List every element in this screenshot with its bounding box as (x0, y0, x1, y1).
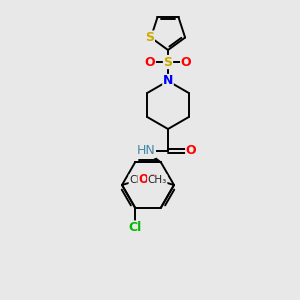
Text: CH₃: CH₃ (129, 175, 148, 185)
Text: O: O (138, 173, 148, 186)
Text: S: S (146, 31, 154, 44)
Text: O: O (145, 56, 155, 68)
Text: S: S (164, 56, 172, 68)
Text: O: O (181, 56, 191, 68)
Text: O: O (186, 145, 196, 158)
Text: N: N (163, 74, 173, 88)
Text: HN: HN (136, 145, 155, 158)
Text: CH₃: CH₃ (148, 175, 167, 185)
Text: Cl: Cl (128, 221, 142, 234)
Text: O: O (148, 173, 158, 186)
